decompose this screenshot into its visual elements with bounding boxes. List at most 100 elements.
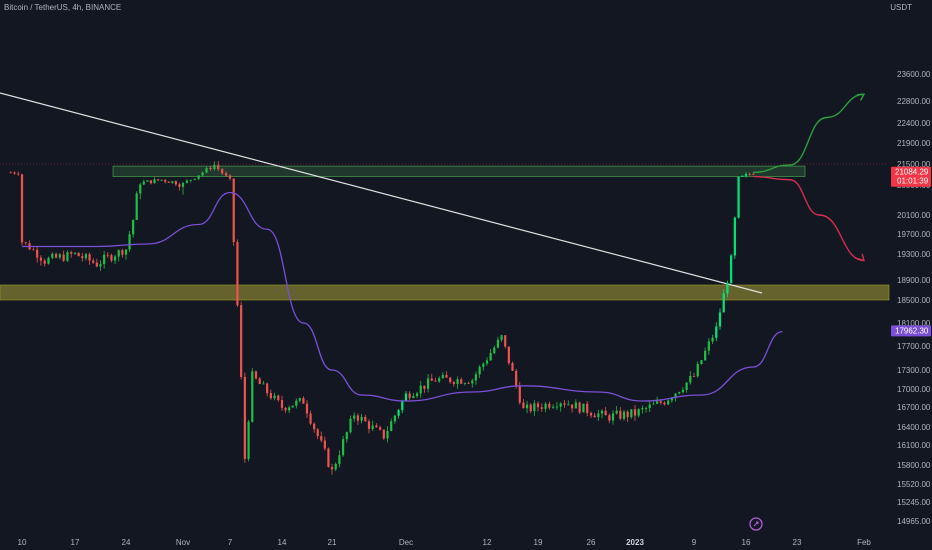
candle-body xyxy=(323,440,326,449)
candle-body xyxy=(334,464,337,470)
candle-body xyxy=(626,411,629,418)
candle-body xyxy=(748,173,751,175)
candle-body xyxy=(456,379,459,384)
candle-body xyxy=(415,393,419,397)
candle-body xyxy=(430,378,433,381)
candle-body xyxy=(139,184,142,194)
candle-body xyxy=(507,346,510,364)
price-tag xyxy=(891,166,931,187)
candle-body xyxy=(533,403,536,412)
candle-body xyxy=(213,165,216,170)
candle-body xyxy=(298,398,301,401)
candle-body xyxy=(224,173,228,176)
candle-body xyxy=(397,410,400,416)
candle-body xyxy=(441,374,444,379)
candle-body xyxy=(240,305,243,377)
candle-body xyxy=(518,385,521,403)
candle-body xyxy=(164,179,167,182)
price-tick-label: 16100.00 xyxy=(897,441,931,450)
candle-body xyxy=(197,175,200,179)
resistance-zone[interactable] xyxy=(112,165,806,177)
candle-body xyxy=(291,405,294,408)
candle-body xyxy=(81,256,84,259)
candle-body xyxy=(217,165,220,170)
candle-body xyxy=(393,415,396,422)
candle-body xyxy=(66,252,69,261)
candle-body xyxy=(88,254,91,261)
bearish-projection-line[interactable] xyxy=(753,175,865,262)
candle-body xyxy=(171,181,174,183)
candle-body xyxy=(254,371,258,379)
candle-body xyxy=(570,404,574,409)
price-tag xyxy=(891,325,931,337)
candle-body xyxy=(386,430,389,439)
candle-body xyxy=(608,415,611,421)
candle-body xyxy=(95,262,98,267)
candle-body xyxy=(525,404,529,409)
candle-body xyxy=(700,360,703,365)
support-zone[interactable] xyxy=(0,284,890,301)
candle-body xyxy=(604,410,607,416)
candle-body xyxy=(70,252,73,254)
date-tick-label: 10 xyxy=(18,538,27,547)
candle-body xyxy=(467,383,470,384)
candle-body xyxy=(404,393,408,401)
candle-body xyxy=(733,217,736,256)
candle-body xyxy=(54,253,58,258)
candle-body xyxy=(552,406,555,408)
candle-body xyxy=(106,254,109,256)
bearish-arrowhead-icon xyxy=(857,253,866,262)
candle-body xyxy=(302,398,305,404)
candle-body xyxy=(659,401,662,403)
candle-body xyxy=(555,406,559,408)
candle-body xyxy=(452,382,455,384)
price-tick-label: 21900.00 xyxy=(897,139,931,148)
candle-body xyxy=(704,350,707,361)
candle-body xyxy=(142,181,145,185)
candle-body xyxy=(342,439,345,456)
candle-body xyxy=(201,172,204,176)
candle-body xyxy=(718,312,722,327)
candle-body xyxy=(273,395,276,399)
price-tick-label: 18900.00 xyxy=(897,276,931,285)
candle-body xyxy=(167,181,170,183)
candle-body xyxy=(379,427,382,430)
moving-average-line xyxy=(21,191,783,402)
candle-body xyxy=(132,219,135,235)
candle-body xyxy=(589,412,593,416)
candle-body xyxy=(24,242,27,244)
date-tick-label: 14 xyxy=(278,538,287,547)
date-tick-label: 7 xyxy=(228,538,233,547)
candle-body xyxy=(135,193,138,220)
date-tick-label: 26 xyxy=(587,538,596,547)
candle-body xyxy=(247,421,250,459)
price-tick-label: 17700.00 xyxy=(897,342,931,351)
candle-body xyxy=(689,376,692,383)
candle-body xyxy=(371,425,374,429)
candle-body xyxy=(630,409,633,418)
candle-body xyxy=(741,175,744,177)
candle-body xyxy=(288,407,291,411)
bullish-projection-line[interactable] xyxy=(753,93,865,174)
candle-body xyxy=(597,413,600,418)
downtrend-line[interactable] xyxy=(0,92,763,294)
candle-body xyxy=(722,293,725,313)
candle-body xyxy=(489,353,492,361)
candle-body xyxy=(266,383,269,394)
price-tick-label: 23600.00 xyxy=(897,70,931,79)
candle-body xyxy=(423,385,426,389)
candle-body xyxy=(13,172,16,174)
candle-body xyxy=(511,363,514,371)
candle-body xyxy=(474,374,478,381)
candle-body xyxy=(438,378,441,382)
candle-body xyxy=(637,409,640,416)
candle-body xyxy=(619,410,622,419)
candle-body xyxy=(500,335,503,340)
candle-body xyxy=(656,401,659,404)
date-tick-label: 24 xyxy=(122,538,131,547)
tradingview-logo-icon xyxy=(749,517,763,531)
date-tick-label: 19 xyxy=(534,538,543,547)
candle-body xyxy=(77,252,80,257)
candle-body xyxy=(401,400,404,411)
